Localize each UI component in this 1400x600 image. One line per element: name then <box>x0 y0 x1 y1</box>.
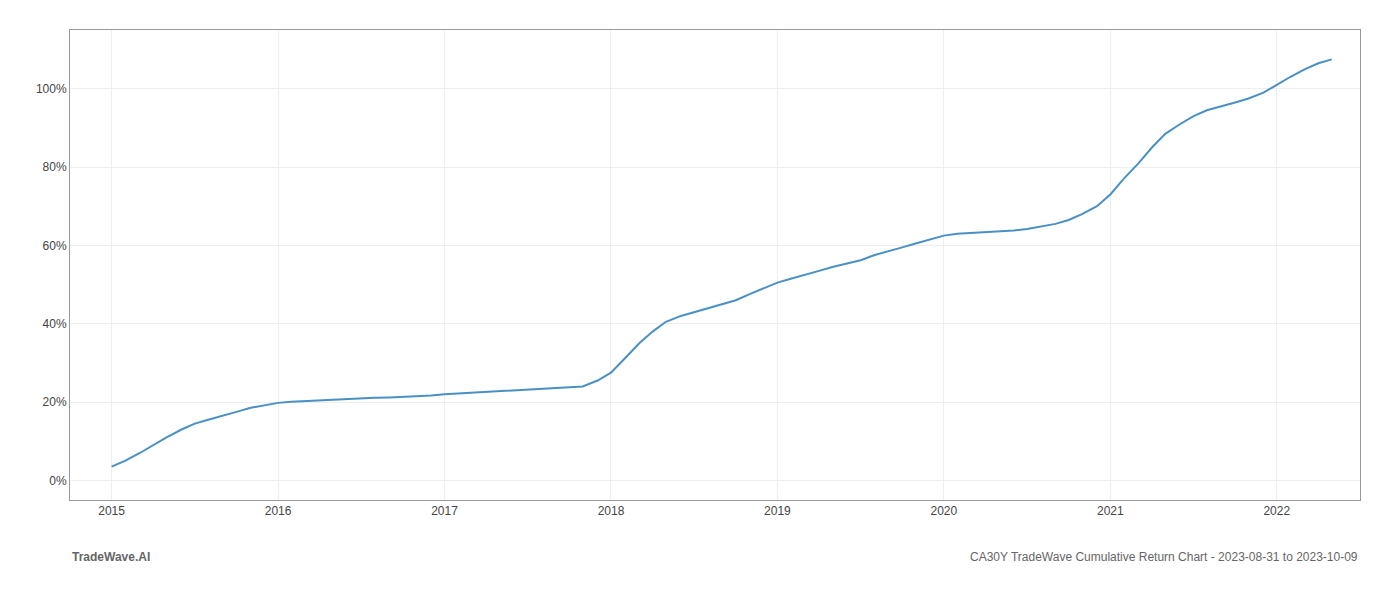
svg-text:40%: 40% <box>43 317 67 331</box>
svg-text:2018: 2018 <box>598 504 625 518</box>
svg-text:2015: 2015 <box>98 504 125 518</box>
svg-text:2016: 2016 <box>265 504 292 518</box>
svg-text:0%: 0% <box>49 474 67 488</box>
svg-text:100%: 100% <box>36 82 67 96</box>
svg-text:20%: 20% <box>43 395 67 409</box>
svg-text:2021: 2021 <box>1097 504 1124 518</box>
svg-text:TradeWave.AI: TradeWave.AI <box>72 550 150 564</box>
svg-text:60%: 60% <box>43 239 67 253</box>
svg-text:80%: 80% <box>43 160 67 174</box>
svg-text:2017: 2017 <box>431 504 458 518</box>
svg-text:CA30Y TradeWave Cumulative Ret: CA30Y TradeWave Cumulative Return Chart … <box>970 550 1358 564</box>
svg-text:2022: 2022 <box>1263 504 1290 518</box>
svg-text:2019: 2019 <box>764 504 791 518</box>
svg-text:2020: 2020 <box>931 504 958 518</box>
